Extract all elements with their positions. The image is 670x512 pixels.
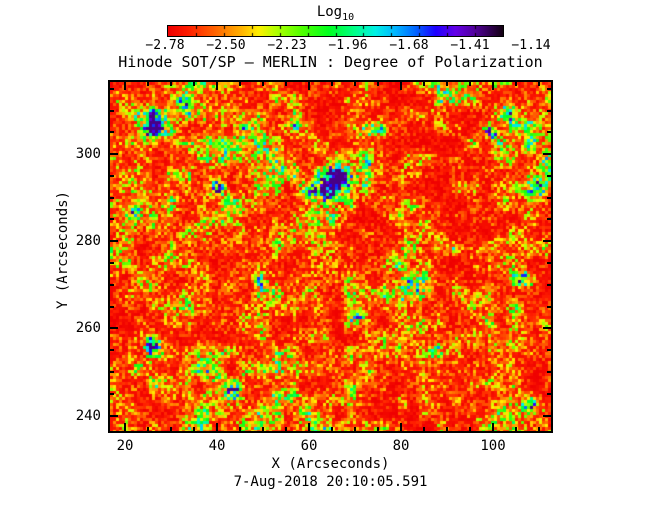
colorbar-tick-label: −2.23 [267,38,307,53]
axis-tick [547,349,551,351]
axis-tick [110,284,114,286]
axis-tick [110,393,114,395]
axis-tick [170,427,172,431]
x-axis-label: X (Arcseconds) [271,456,390,472]
axis-tick [547,284,551,286]
axis-tick [110,110,114,112]
axis-tick [492,82,494,90]
axis-tick [547,110,551,112]
axis-tick [538,82,540,86]
axis-tick [377,427,379,431]
colorbar-tick-label: −2.50 [206,38,246,53]
axis-tick [547,131,551,133]
axis-tick [110,306,114,308]
colorbar-tick-label: −1.14 [511,38,551,53]
axis-tick [308,423,310,431]
axis-tick [193,427,195,431]
colorbar-gradient [167,25,504,37]
axis-tick [110,349,114,351]
axis-tick [147,427,149,431]
heatmap-canvas [110,82,551,431]
axis-tick [492,423,494,431]
timestamp-label: 7-Aug-2018 20:10:05.591 [233,474,428,490]
y-tick-label: 300 [75,146,101,162]
axis-tick [262,427,264,431]
axis-tick [547,262,551,264]
axis-tick [147,82,149,86]
y-tick-label: 260 [75,320,101,336]
colorbar-scale-label: Log10 [168,4,503,23]
y-axis-label: Y (Arcseconds) [55,191,71,310]
y-tick-label: 240 [75,408,101,424]
axis-tick [400,82,402,90]
axis-tick [331,82,333,86]
colorbar-tick-label: −1.96 [328,38,368,53]
axis-tick [110,262,114,264]
axis-tick [547,393,551,395]
axis-tick [423,82,425,86]
axis-tick [543,240,551,242]
axis-tick [543,415,551,417]
axis-tick [469,82,471,86]
y-tick-label: 280 [75,233,101,249]
axis-tick [354,427,356,431]
colorbar-scale-label-subscript: 10 [342,11,355,23]
axis-tick [543,327,551,329]
axis-tick [110,371,114,373]
axis-tick [547,371,551,373]
axis-tick [547,88,551,90]
axis-tick [239,427,241,431]
axis-tick [110,240,118,242]
axis-tick [193,82,195,86]
axis-tick [110,218,114,220]
axis-tick [110,153,118,155]
x-tick-label: 80 [392,438,410,454]
axis-tick [110,175,114,177]
axis-tick [285,427,287,431]
x-tick-label: 100 [480,438,506,454]
axis-tick [331,427,333,431]
axis-tick [547,175,551,177]
axis-tick [110,415,118,417]
colorbar-tick-label: −1.68 [389,38,429,53]
axis-tick [515,82,517,86]
axis-tick [110,197,114,199]
axis-tick [308,82,310,90]
axis-tick [285,82,287,86]
axis-tick [354,82,356,86]
axis-tick [124,423,126,431]
axis-tick [547,197,551,199]
x-tick-label: 40 [208,438,226,454]
axis-tick [216,82,218,90]
colorbar-tick-label: −1.41 [450,38,490,53]
colorbar-tick-label: −2.78 [145,38,185,53]
colorbar-scale-label-text: Log [316,4,343,20]
axis-tick [547,218,551,220]
axis-tick [400,423,402,431]
axis-tick [239,82,241,86]
axis-tick [124,82,126,90]
axis-tick [377,82,379,86]
axis-tick [110,131,114,133]
axis-tick [216,423,218,431]
axis-tick [547,306,551,308]
axis-tick [469,427,471,431]
axis-tick [110,88,114,90]
axis-tick [446,427,448,431]
axis-tick [515,427,517,431]
axis-tick [538,427,540,431]
x-tick-label: 60 [300,438,318,454]
x-tick-label: 20 [116,438,134,454]
axis-tick [423,427,425,431]
axis-tick [446,82,448,86]
axis-tick [170,82,172,86]
plot-title: Hinode SOT/SP — MERLIN : Degree of Polar… [118,53,543,71]
axis-tick [262,82,264,86]
axis-tick [543,153,551,155]
axis-tick [110,327,118,329]
